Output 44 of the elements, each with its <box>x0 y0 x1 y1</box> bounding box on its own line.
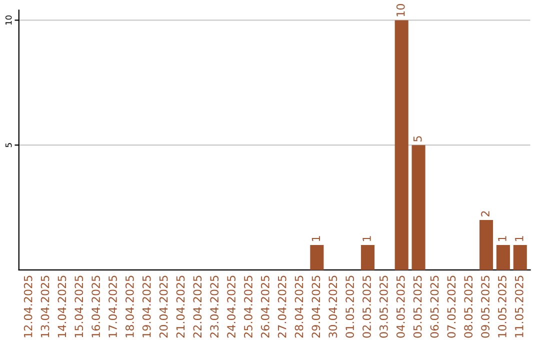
x-tick-label: 17.04.2025 <box>108 276 117 338</box>
x-tick-label: 12.04.2025 <box>24 276 32 338</box>
x-tick-label: 21.04.2025 <box>176 276 185 338</box>
bar <box>412 145 426 270</box>
x-tick-label: 16.04.2025 <box>92 276 100 338</box>
x-tick-label: 11.05.2025 <box>514 276 524 338</box>
x-tick-label: 03.05.2025 <box>379 276 388 338</box>
x-tick-label: 29.04.2025 <box>312 276 320 338</box>
data-label: 1 <box>362 236 371 241</box>
x-tick-label: 05.05.2025 <box>413 276 422 338</box>
bar <box>496 244 510 270</box>
x-tick-label: 06.05.2025 <box>430 276 439 338</box>
data-label: 1 <box>515 236 524 241</box>
x-tick-label: 08.05.2025 <box>464 276 473 338</box>
x-tick-label: 24.04.2025 <box>227 276 236 338</box>
bar <box>479 220 494 270</box>
x-tick-label: 27.04.2025 <box>278 276 286 338</box>
x-tick-label: 19.04.2025 <box>142 276 151 338</box>
bar <box>394 20 408 270</box>
x-tick-label: 09.05.2025 <box>481 276 490 338</box>
x-tick-label: 14.04.2025 <box>58 276 66 338</box>
x-tick-label: 02.05.2025 <box>362 276 371 338</box>
x-tick-label: 04.05.2025 <box>396 276 405 338</box>
x-tick-label: 13.04.2025 <box>40 276 50 338</box>
x-tick-label: 01.05.2025 <box>346 276 354 338</box>
x-tick-label: 07.05.2025 <box>447 276 456 338</box>
x-tick-label: 28.04.2025 <box>294 276 304 338</box>
x-tick-label: 20.04.2025 <box>159 276 168 338</box>
data-label: 10 <box>396 4 405 16</box>
x-tick-label: 23.04.2025 <box>210 276 219 338</box>
data-label: 5 <box>413 136 422 142</box>
data-label: 2 <box>481 211 490 216</box>
x-tick-label: 30.04.2025 <box>328 276 338 338</box>
x-tick-label: 22.04.2025 <box>193 276 202 338</box>
x-tick-label: 25.04.2025 <box>244 276 252 338</box>
data-label: 1 <box>498 236 506 241</box>
x-tick-label: 18.04.2025 <box>125 276 134 338</box>
x-tick-label: 15.04.2025 <box>74 276 84 338</box>
bar <box>360 244 374 270</box>
data-label: 1 <box>312 236 320 241</box>
x-tick-label: 10.05.2025 <box>498 276 506 338</box>
x-tick-label: 26.04.2025 <box>260 276 270 338</box>
bar <box>513 244 527 270</box>
bar <box>310 244 324 270</box>
